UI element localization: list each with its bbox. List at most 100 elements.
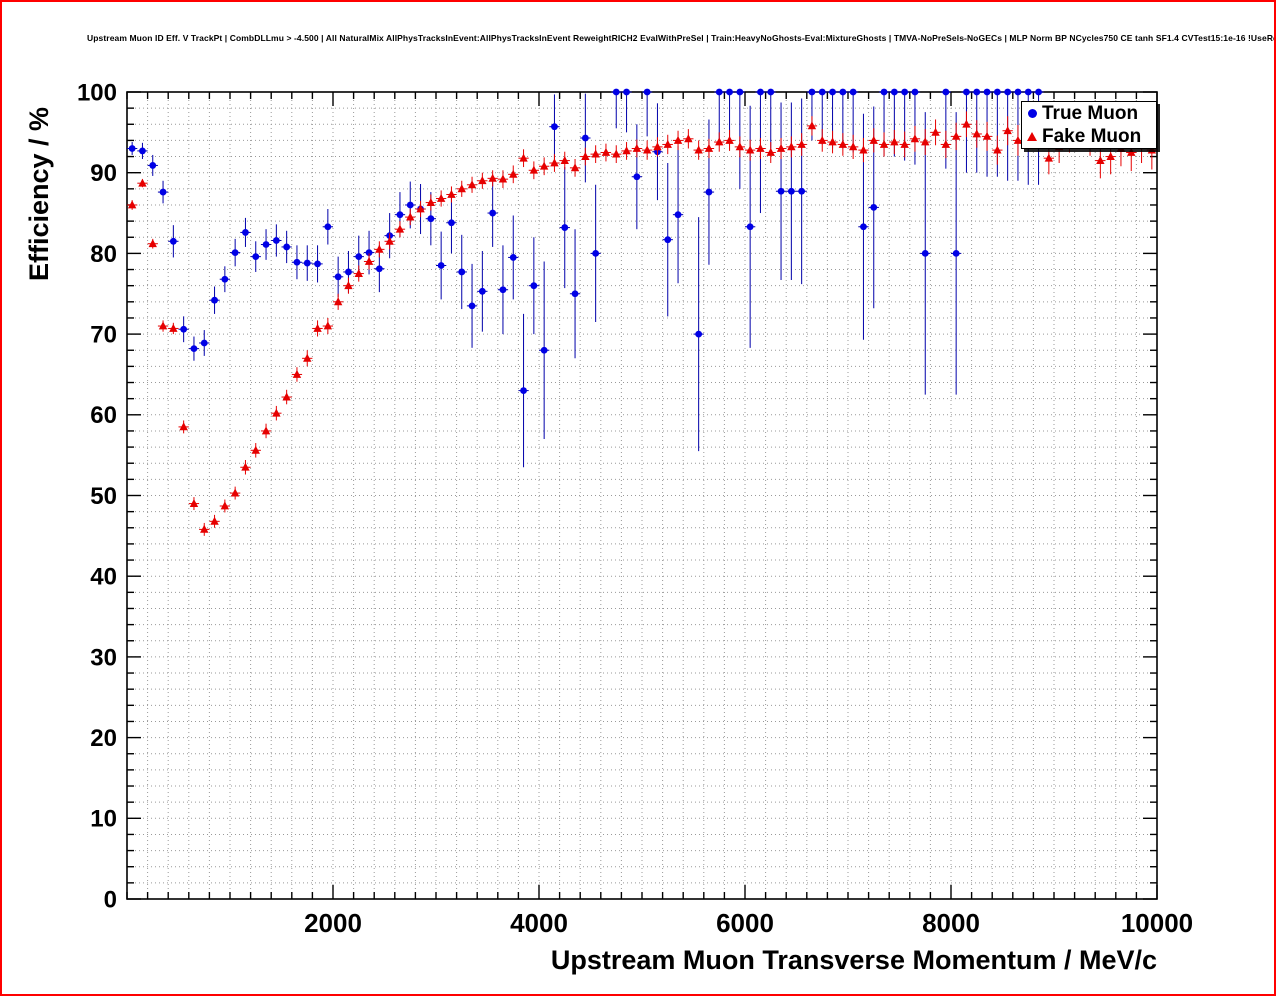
data-point: [313, 323, 322, 332]
y-axis-title: Efficiency / %: [24, 107, 54, 281]
data-point: [828, 137, 837, 146]
data-point: [437, 262, 445, 269]
data-point: [900, 139, 909, 148]
data-point: [951, 131, 961, 140]
data-point: [530, 282, 538, 290]
data-point: [982, 131, 992, 140]
axes-layer: 0 10 20 30 40 50 60 70 80 90 100 2000 4000 6000 8000 10…: [77, 79, 1193, 938]
data-point: [1014, 88, 1022, 96]
data-point: [592, 250, 600, 257]
data-point: [436, 193, 446, 202]
data-point: [983, 88, 991, 96]
data-point: [777, 187, 785, 195]
data-point: [127, 200, 137, 209]
data-point: [282, 392, 291, 401]
data-point: [1003, 126, 1012, 135]
data-point: [468, 302, 476, 310]
x-tick-label: 4000: [510, 908, 568, 938]
data-point: [200, 524, 209, 533]
data-point: [859, 145, 868, 154]
data-point: [839, 88, 847, 96]
data-point: [303, 259, 311, 267]
data-point: [757, 88, 764, 96]
data-point: [426, 197, 436, 206]
data-point: [612, 149, 621, 158]
data-point: [890, 137, 899, 146]
data-point: [766, 147, 775, 156]
data-point: [818, 135, 827, 144]
data-point: [395, 224, 405, 233]
data-point: [406, 212, 415, 221]
legend-entry-true-muon: True Muon: [1022, 102, 1156, 125]
data-point: [673, 135, 683, 144]
legend-label-fake-muon: Fake Muon: [1042, 125, 1142, 147]
data-point: [539, 161, 549, 170]
data-point: [272, 408, 281, 417]
data-point: [993, 145, 1002, 154]
data-point: [973, 88, 981, 96]
data-point: [385, 236, 394, 245]
data-point: [221, 275, 229, 283]
data-point: [1106, 151, 1115, 160]
data-point: [344, 281, 353, 290]
data-point: [972, 129, 981, 138]
data-point: [952, 250, 960, 257]
data-point: [292, 369, 302, 378]
data-point: [283, 243, 291, 251]
data-point: [251, 445, 260, 454]
data-point: [756, 143, 765, 152]
data-point: [158, 321, 168, 330]
data-point: [139, 147, 146, 155]
data-point: [561, 224, 569, 231]
y-tick-label: 90: [90, 160, 117, 187]
data-point: [323, 321, 333, 330]
data-point: [1013, 135, 1023, 144]
data-point: [365, 249, 373, 256]
data-point: [869, 135, 878, 144]
x-tick-label: 2000: [304, 908, 362, 938]
data-point: [457, 184, 466, 193]
data-point: [509, 254, 517, 261]
plot-title: Upstream Muon ID Eff. V TrackPt | CombDL…: [87, 33, 1276, 43]
data-point: [642, 145, 652, 154]
data-point: [787, 142, 796, 151]
data-point: [231, 249, 239, 256]
data-point: [550, 158, 559, 167]
data-point: [1127, 147, 1136, 156]
data-point: [736, 88, 744, 96]
data-point: [633, 173, 641, 181]
data-point: [354, 268, 363, 277]
data-point: [396, 211, 404, 219]
data-point: [664, 236, 672, 244]
data-point: [787, 187, 795, 195]
data-point: [870, 204, 878, 211]
data-point: [931, 127, 940, 136]
data-point: [705, 188, 713, 196]
data-point: [149, 162, 157, 169]
data-point: [159, 188, 167, 196]
data-point: [860, 223, 867, 231]
data-point: [448, 219, 455, 227]
data-point: [498, 174, 508, 183]
data-point: [879, 139, 889, 148]
data-point: [941, 139, 951, 148]
data-point: [416, 204, 425, 213]
data-point: [632, 143, 642, 152]
data-point: [519, 153, 528, 162]
series-fake-muon: [127, 107, 1157, 536]
legend: True Muon Fake Muon: [1021, 101, 1157, 149]
data-point: [715, 137, 724, 146]
data-point: [921, 137, 930, 146]
legend-label-true-muon: True Muon: [1042, 102, 1139, 124]
y-tick-label: 50: [90, 483, 117, 510]
data-point: [725, 135, 734, 144]
x-axis-title: Upstream Muon Transverse Momentum / MeV/…: [551, 945, 1157, 975]
data-point: [169, 323, 178, 332]
data-point: [345, 268, 352, 276]
data-point: [745, 145, 755, 154]
data-point: [581, 151, 590, 160]
data-point: [767, 88, 775, 96]
data-point: [364, 256, 374, 265]
data-point: [746, 223, 754, 231]
grid-layer: [127, 92, 1157, 899]
